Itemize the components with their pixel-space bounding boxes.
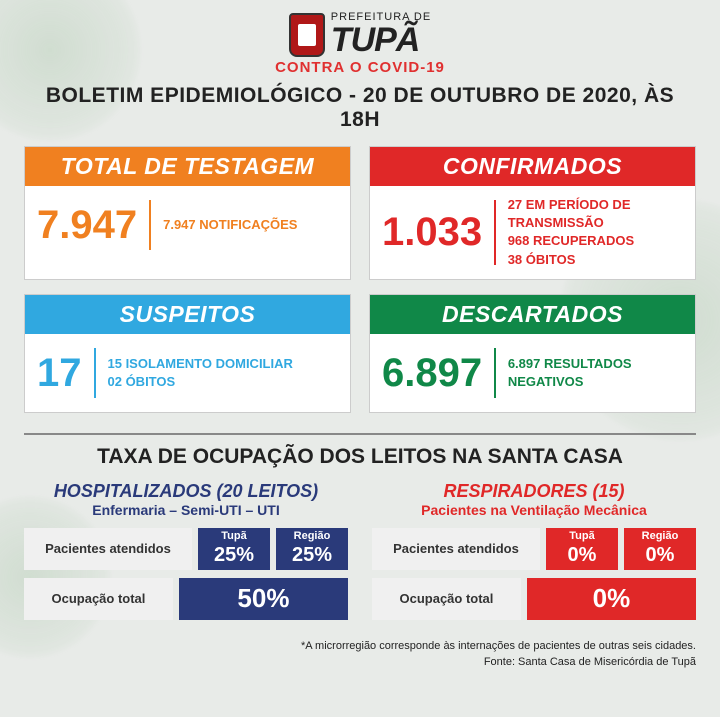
hosp-title: HOSPITALIZADOS (20 LEITOS) <box>24 481 348 502</box>
card-details: 27 EM PERÍODO DE TRANSMISSÃO 968 RECUPER… <box>496 196 683 269</box>
resp-row-pacientes: Pacientes atendidos Tupã 0% Região 0% <box>372 528 696 570</box>
card-title: SUSPEITOS <box>25 295 350 334</box>
card-value: 7.947 <box>37 205 149 245</box>
card-value: 1.033 <box>382 212 494 252</box>
footnote: *A microrregião corresponde às internaçõ… <box>24 638 696 671</box>
header: PREFEITURA DE TUPÃ CONTRA O COVID-19 <box>24 12 696 76</box>
hosp-subtitle: Enfermaria – Semi-UTI – UTI <box>24 502 348 518</box>
resp-row-total: Ocupação total 0% <box>372 578 696 620</box>
respiradores-column: RESPIRADORES (15) Pacientes na Ventilaçã… <box>372 481 696 628</box>
tupa-box: Tupã 0% <box>546 528 618 570</box>
city-shield-icon <box>289 13 325 57</box>
resp-subtitle: Pacientes na Ventilação Mecânica <box>372 502 696 518</box>
divider-line <box>24 433 696 435</box>
logo: PREFEITURA DE TUPÃ <box>24 12 696 57</box>
tupa-box: Tupã 25% <box>198 528 270 570</box>
card-testagem: TOTAL DE TESTAGEM 7.947 7.947 NOTIFICAÇÕ… <box>24 146 351 280</box>
bulletin-title: BOLETIM EPIDEMIOLÓGICO - 20 DE OUTUBRO D… <box>24 84 696 132</box>
hosp-row-pacientes: Pacientes atendidos Tupã 25% Região 25% <box>24 528 348 570</box>
row-label: Ocupação total <box>24 578 173 620</box>
card-title: DESCARTADOS <box>370 295 695 334</box>
regiao-box: Região 0% <box>624 528 696 570</box>
stat-cards: TOTAL DE TESTAGEM 7.947 7.947 NOTIFICAÇÕ… <box>24 146 696 413</box>
row-label: Pacientes atendidos <box>24 528 192 570</box>
infographic-container: PREFEITURA DE TUPÃ CONTRA O COVID-19 BOL… <box>0 0 720 717</box>
card-value: 6.897 <box>382 353 494 393</box>
card-details: 6.897 RESULTADOS NEGATIVOS <box>496 355 683 391</box>
row-label: Pacientes atendidos <box>372 528 540 570</box>
card-value: 17 <box>37 353 94 393</box>
city-name: TUPÃ <box>331 23 431 57</box>
total-box: 50% <box>179 578 348 620</box>
row-label: Ocupação total <box>372 578 521 620</box>
total-box: 0% <box>527 578 696 620</box>
card-title: TOTAL DE TESTAGEM <box>25 147 350 186</box>
card-suspeitos: SUSPEITOS 17 15 ISOLAMENTO DOMICILIAR 02… <box>24 294 351 413</box>
hospitalizados-column: HOSPITALIZADOS (20 LEITOS) Enfermaria – … <box>24 481 348 628</box>
contra-covid-label: CONTRA O COVID-19 <box>24 59 696 76</box>
occupancy-section: HOSPITALIZADOS (20 LEITOS) Enfermaria – … <box>24 481 696 628</box>
resp-title: RESPIRADORES (15) <box>372 481 696 502</box>
card-details: 7.947 NOTIFICAÇÕES <box>151 216 297 234</box>
card-descartados: DESCARTADOS 6.897 6.897 RESULTADOS NEGAT… <box>369 294 696 413</box>
card-confirmados: CONFIRMADOS 1.033 27 EM PERÍODO DE TRANS… <box>369 146 696 280</box>
card-details: 15 ISOLAMENTO DOMICILIAR 02 ÓBITOS <box>96 355 293 391</box>
occupancy-title: TAXA DE OCUPAÇÃO DOS LEITOS NA SANTA CAS… <box>24 445 696 469</box>
card-title: CONFIRMADOS <box>370 147 695 186</box>
hosp-row-total: Ocupação total 50% <box>24 578 348 620</box>
regiao-box: Região 25% <box>276 528 348 570</box>
